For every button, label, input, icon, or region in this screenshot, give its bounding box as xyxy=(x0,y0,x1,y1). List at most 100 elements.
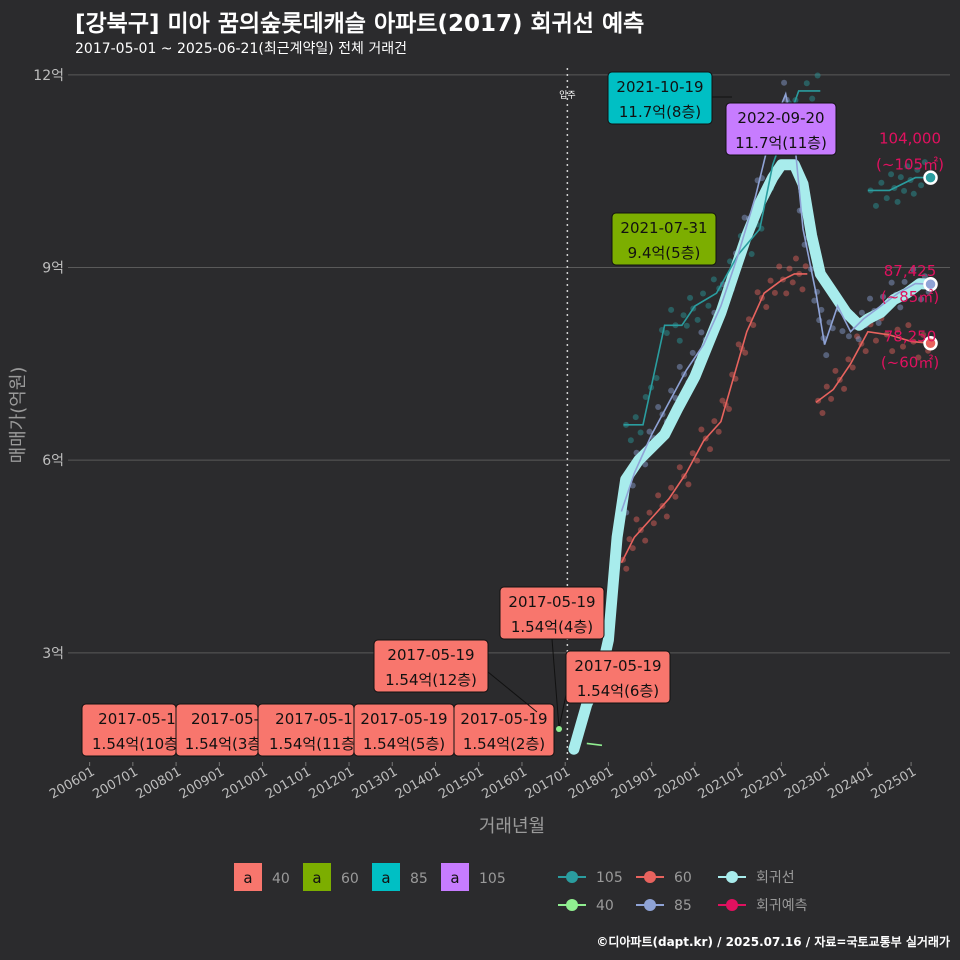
x-tick-label: 201801 xyxy=(566,764,616,802)
trade-point xyxy=(676,363,683,370)
legend-area-box xyxy=(372,863,400,891)
trade-point xyxy=(841,385,848,392)
regression-line xyxy=(568,159,936,755)
x-tick-label: 201301 xyxy=(350,764,400,802)
annotation-box xyxy=(453,703,555,757)
x-tick-label: 202301 xyxy=(782,764,832,802)
trade-point xyxy=(727,258,734,265)
annotation-value: 1.54억(10층 xyxy=(92,735,178,753)
annotation-date: 2021-10-19 xyxy=(616,78,703,96)
trade-point xyxy=(888,171,895,178)
annotation-date: 2017-05-19 xyxy=(360,710,447,728)
x-tick-label: 202501 xyxy=(869,764,919,802)
trade-point xyxy=(689,450,696,457)
trade-point xyxy=(632,414,639,421)
prediction-value: 104,000 xyxy=(879,130,941,148)
trade-point xyxy=(655,404,662,411)
trade-point xyxy=(711,418,718,425)
annotation-value: 1.54억(6층) xyxy=(577,682,659,700)
annotation-value: 1.54억(2층) xyxy=(463,735,545,753)
trade-point xyxy=(875,320,882,327)
annotation-date: 2017-05-1 xyxy=(98,710,176,728)
trade-point xyxy=(694,316,701,323)
legend-line-label: 회귀선 xyxy=(756,870,795,886)
trade-point xyxy=(849,364,856,371)
x-tick-label: 202001 xyxy=(652,764,702,802)
trade-point xyxy=(854,333,861,340)
trade-point xyxy=(668,387,675,394)
annotation-box xyxy=(565,650,671,704)
trade-point xyxy=(901,187,908,194)
annotation-label: 2017-05-1 1.54억(11층 xyxy=(257,703,355,757)
trade-point xyxy=(776,263,783,270)
trade-point xyxy=(663,330,670,337)
trade-point xyxy=(845,333,852,340)
legend-line-dot xyxy=(566,871,578,883)
legend-line-label: 40 xyxy=(596,898,614,914)
trade-point xyxy=(694,457,701,464)
trade-point xyxy=(698,329,705,336)
x-tick-label: 200701 xyxy=(90,764,140,802)
trade-point xyxy=(719,397,726,404)
annotation-date: 2017-05-19 xyxy=(387,646,474,664)
trade-point xyxy=(832,367,839,374)
trade-point xyxy=(763,304,770,310)
trade-point xyxy=(646,509,653,516)
trade-point xyxy=(707,446,714,453)
trade-point xyxy=(735,341,742,348)
trade-point xyxy=(783,290,790,297)
legend-area-box xyxy=(303,863,331,891)
trade-point xyxy=(786,265,793,272)
y-tick-label: 6억 xyxy=(42,453,64,469)
trade-point xyxy=(897,174,904,181)
x-axis-title: 거래년월 xyxy=(479,816,545,837)
trade-point xyxy=(668,484,675,491)
x-tick-label: 200901 xyxy=(177,764,227,802)
legend-area-label: 105 xyxy=(479,871,506,887)
trade-point xyxy=(725,405,732,412)
legend-area-box xyxy=(441,863,469,891)
legend-line-dot xyxy=(644,899,656,911)
annotation-label: 2017-05-1 1.54억(10층 xyxy=(81,703,178,757)
trade-point xyxy=(802,263,809,270)
annotation-leader xyxy=(558,694,567,729)
trade-point xyxy=(918,182,925,189)
trade-point xyxy=(803,80,810,87)
trade-point xyxy=(867,295,874,302)
trade-point xyxy=(879,293,886,300)
x-tick-label: 202401 xyxy=(825,764,875,802)
trade-point xyxy=(642,537,649,544)
annotation-label: 2017-05-19 1.54억(4층) xyxy=(499,586,605,729)
prediction-marker xyxy=(923,336,938,351)
trade-point xyxy=(828,395,835,402)
legend-line-label: 60 xyxy=(674,870,692,886)
y-tick-label: 12억 xyxy=(33,68,64,84)
annotation-value: 1.54억(4층) xyxy=(511,618,593,636)
prediction-value: 78,250 xyxy=(884,327,937,345)
trade-point xyxy=(754,289,761,296)
series-line-105 xyxy=(867,176,931,192)
trade-point xyxy=(894,326,901,333)
trade-point xyxy=(819,409,826,416)
trade-point xyxy=(894,198,901,205)
y-tick-label: 3억 xyxy=(42,646,64,662)
y-axis-title: 매매가(억원) xyxy=(8,367,29,464)
trade-point xyxy=(910,190,917,197)
trade-point xyxy=(839,328,846,335)
annotation-value: 11.7억(8층) xyxy=(619,103,701,121)
annotation-value: 9.4억(5층) xyxy=(628,244,701,262)
move-in-label: 입주 xyxy=(559,89,576,101)
x-tick-label: 200801 xyxy=(134,764,184,802)
annotation-value: 1.54억(5층) xyxy=(363,735,445,753)
annotation-date: 2022-09-20 xyxy=(737,109,824,127)
annotation-label: 2017-05- 1.54억(3층 xyxy=(175,703,261,757)
annotation-date: 2021-07-31 xyxy=(620,219,707,237)
x-tick-label: 201601 xyxy=(479,764,529,802)
footer-credit: ©디아파트(dapt.kr) / 2025.07.16 / 자료=국토교통부 실… xyxy=(596,935,950,949)
prediction-area: (~60㎡) xyxy=(881,353,939,371)
trade-point xyxy=(687,294,694,301)
trade-point xyxy=(823,383,830,390)
trade-point xyxy=(889,348,896,355)
annotation-label: 2021-07-31 9.4억(5층) xyxy=(611,212,717,266)
